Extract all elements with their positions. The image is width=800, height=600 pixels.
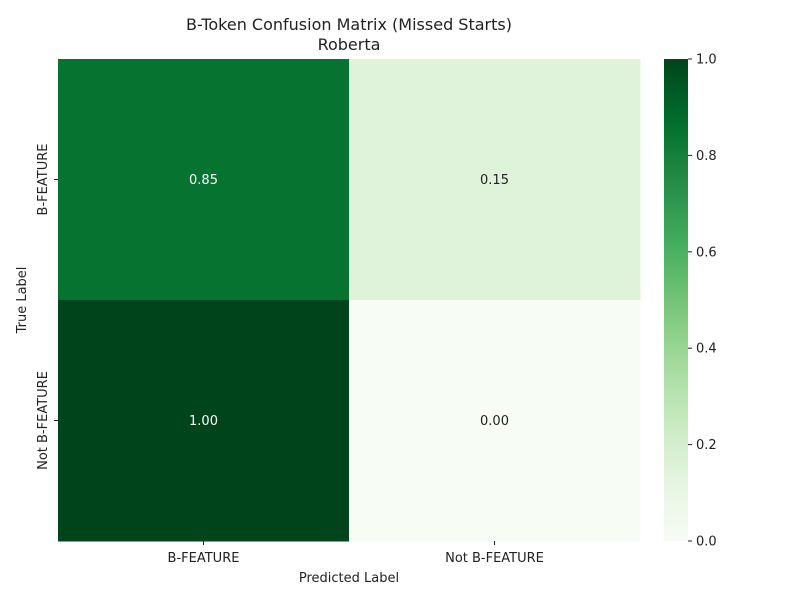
colorbar-tick-label: 0.6 [696,245,717,260]
x-axis-label: Predicted Label [299,571,399,586]
x-axis-ticks: B-FEATURE Not B-FEATURE [168,541,544,566]
cell-value-label: 0.15 [480,173,509,188]
chart-title: B-Token Confusion Matrix (Missed Starts) [186,15,512,34]
colorbar-tick-label: 0.0 [696,535,717,550]
colorbar-ticks: 0.0 0.2 0.4 0.6 0.8 1.0 [688,53,717,550]
y-axis-ticks: B-FEATURE Not B-FEATURE [36,144,58,470]
colorbar-tick-label: 0.2 [696,438,717,453]
chart-subtitle: Roberta [318,35,381,54]
heatmap-cells: 0.85 0.15 1.00 0.00 [58,59,641,542]
colorbar-tick-label: 0.8 [696,149,717,164]
y-tick-label: Not B-FEATURE [36,371,51,470]
cell-value-label: 0.85 [189,173,218,188]
colorbar-tick-label: 1.0 [696,53,717,68]
colorbar-tick-label: 0.4 [696,342,717,357]
heatmap-cell [349,59,641,301]
heatmap-cell [349,300,641,542]
y-axis-label: True Label [15,267,30,335]
cell-value-label: 1.00 [189,414,218,429]
colorbar [664,59,688,541]
x-tick-label: Not B-FEATURE [445,551,544,566]
heatmap-cell [58,59,350,301]
heatmap-cell [58,300,350,542]
x-tick-label: B-FEATURE [168,551,240,566]
cell-value-label: 0.00 [480,414,509,429]
y-tick-label: B-FEATURE [36,144,51,216]
